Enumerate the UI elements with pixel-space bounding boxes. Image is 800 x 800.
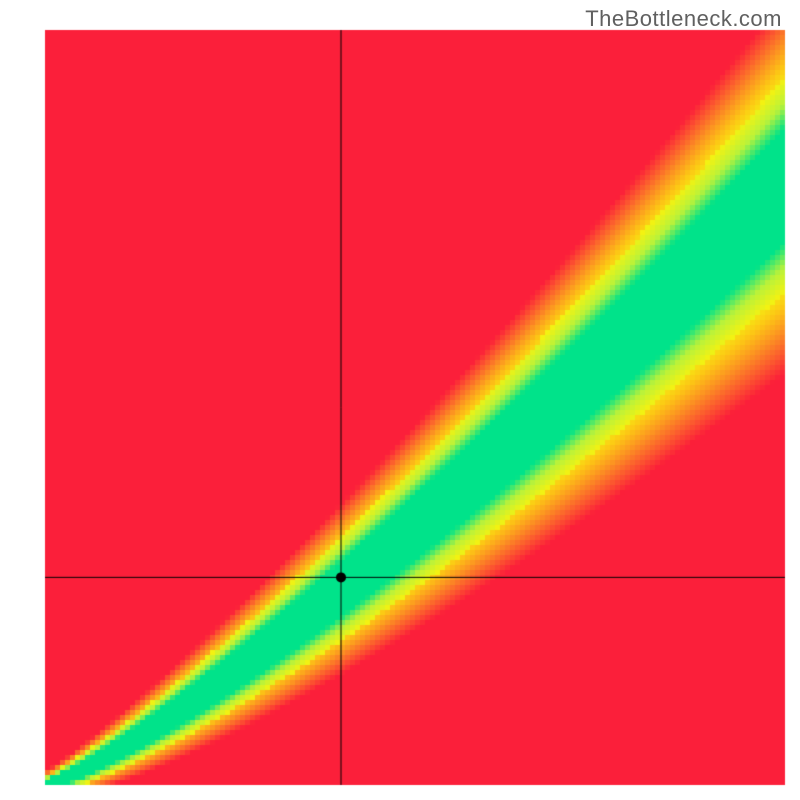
chart-container: TheBottleneck.com bbox=[0, 0, 800, 800]
heatmap-chart bbox=[0, 0, 800, 800]
watermark-text: TheBottleneck.com bbox=[585, 6, 782, 32]
heatmap-canvas bbox=[0, 0, 800, 800]
